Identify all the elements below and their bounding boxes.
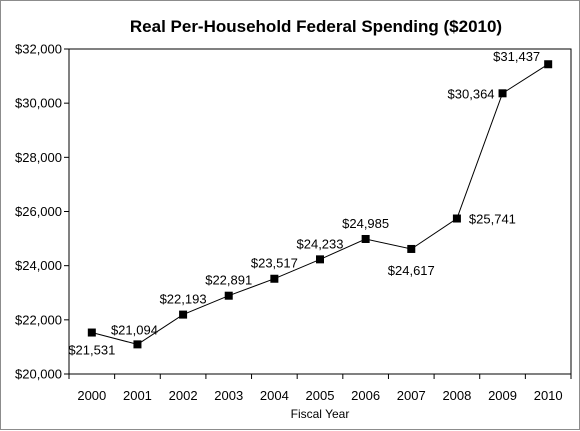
y-tick-label: $22,000 xyxy=(15,312,62,327)
data-point xyxy=(87,328,96,337)
data-label: $23,517 xyxy=(251,256,298,271)
y-axis: $20,000 $22,000 $24,000 $26,000 $28,000 $30,0… xyxy=(15,42,69,382)
data-point xyxy=(270,274,279,283)
data-label: $22,193 xyxy=(160,292,207,307)
data-markers xyxy=(87,60,553,349)
data-label: $24,233 xyxy=(297,236,344,251)
data-label: $21,531 xyxy=(68,343,115,358)
data-label: $24,617 xyxy=(388,263,435,278)
chart-title: Real Per-Household Federal Spending ($20… xyxy=(130,17,502,36)
x-tick-label: 2002 xyxy=(169,388,198,403)
data-point xyxy=(224,291,233,300)
y-tick-label: $30,000 xyxy=(15,96,62,111)
data-point xyxy=(544,60,553,69)
data-point xyxy=(133,340,142,349)
y-tick-label: $26,000 xyxy=(15,204,62,219)
data-point xyxy=(407,244,416,253)
x-tick-label: 2004 xyxy=(260,388,289,403)
data-label: $22,891 xyxy=(205,273,252,288)
x-tick-label: 2007 xyxy=(397,388,426,403)
x-tick-label: 2006 xyxy=(351,388,380,403)
x-tick-label: 2009 xyxy=(488,388,517,403)
data-label: $21,094 xyxy=(111,322,158,337)
y-tick-label: $20,000 xyxy=(15,367,62,382)
data-label: $31,437 xyxy=(493,49,540,64)
data-point xyxy=(361,234,370,243)
x-tick-label: 2000 xyxy=(77,388,106,403)
x-tick-label: 2008 xyxy=(442,388,471,403)
data-point xyxy=(452,214,461,223)
data-point xyxy=(316,255,324,264)
x-tick-label: 2010 xyxy=(534,388,563,403)
data-label: $24,985 xyxy=(342,216,389,231)
y-tick-label: $28,000 xyxy=(15,150,62,165)
x-tick-label: 2001 xyxy=(123,388,152,403)
x-axis-title: Fiscal Year xyxy=(291,407,350,421)
data-label: $30,364 xyxy=(448,86,495,101)
data-point xyxy=(498,89,507,98)
data-label: $25,741 xyxy=(469,212,516,227)
x-tick-label: 2005 xyxy=(306,388,335,403)
y-tick-label: $32,000 xyxy=(15,42,62,57)
x-axis: 2000 2001 2002 2003 2004 2005 2006 2007 2008 2009… xyxy=(68,374,572,403)
x-tick-label: 2003 xyxy=(214,388,243,403)
data-labels: $21,531 $21,094$22,193 $22,891 $23,517 $24,2… xyxy=(68,49,540,357)
y-tick-label: $24,000 xyxy=(15,258,62,273)
data-point xyxy=(179,310,188,319)
